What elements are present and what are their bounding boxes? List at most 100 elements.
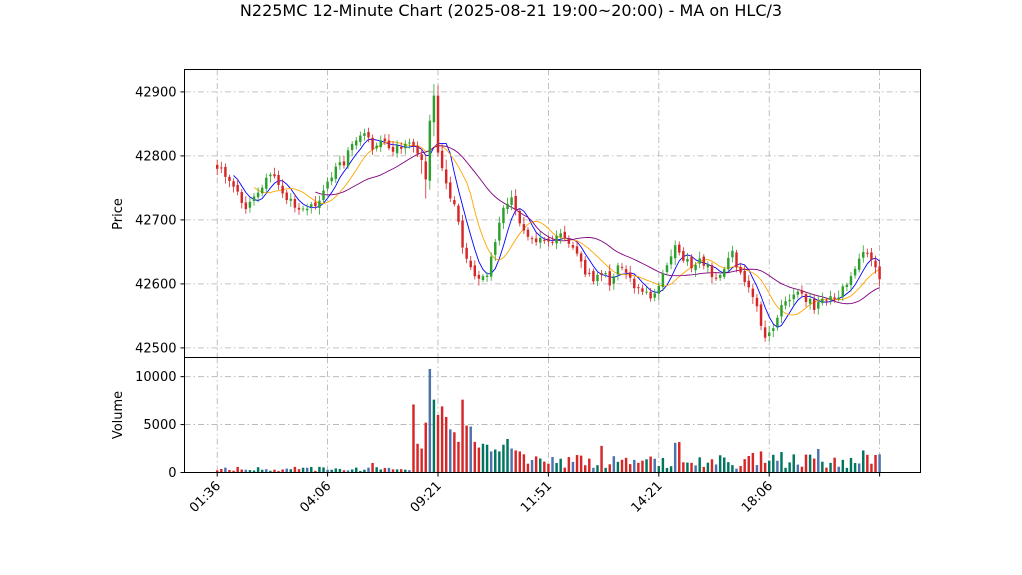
volume-bar [412, 404, 415, 473]
candle-body [575, 246, 579, 254]
volume-bar [686, 462, 689, 473]
volume-bar [305, 467, 309, 473]
volume-bar [522, 454, 526, 473]
volume-bar [751, 452, 755, 473]
candle-body [608, 271, 611, 286]
volume-bar [780, 452, 783, 473]
volume-bar [755, 465, 759, 473]
ma-mid-line [253, 141, 880, 316]
candle-body [428, 120, 432, 181]
candle-body [334, 166, 338, 179]
candle-body [465, 247, 468, 259]
volume-bar [408, 470, 411, 473]
candle-body [620, 266, 624, 268]
candle-body [379, 140, 382, 148]
volume-bar [297, 469, 301, 473]
volume-bar [608, 464, 611, 473]
candle-body [792, 294, 795, 300]
candle-body [657, 286, 661, 294]
candle-body [498, 222, 501, 241]
candle-body [821, 298, 824, 304]
candle-body [579, 253, 583, 262]
candle-body [494, 242, 497, 255]
volume-bar [260, 469, 264, 473]
candle-body [228, 176, 231, 181]
volume-bar [694, 465, 697, 473]
price-axis-label: Price [111, 198, 126, 230]
volume-bar [727, 462, 730, 473]
time-tick-label: 01:36 [187, 479, 224, 516]
volume-bar [359, 470, 362, 473]
volume-bar [612, 456, 616, 473]
volume-bar [404, 469, 407, 473]
volume-bar [600, 445, 603, 473]
volume-bar [285, 468, 288, 473]
candle-body [346, 150, 350, 167]
candle-body [318, 200, 321, 208]
candle-body [395, 145, 399, 154]
candle-body [817, 301, 820, 309]
volume-bar [596, 465, 599, 473]
candle-body [539, 237, 542, 243]
volume-bar [661, 457, 665, 473]
candle-body [260, 187, 264, 194]
volume-bar [747, 456, 750, 473]
candle-body [829, 296, 832, 301]
candle-body [739, 266, 742, 273]
candle-body [772, 328, 775, 331]
candle-body [408, 142, 411, 144]
candle-body [338, 162, 342, 166]
volume-bar [673, 442, 677, 473]
candle-body [751, 288, 755, 297]
volume-bar [518, 451, 522, 473]
price-tick-label: 42700 [135, 213, 176, 228]
candle-body [240, 192, 243, 203]
volume-bar [399, 469, 403, 473]
candle-body [547, 238, 550, 242]
volume-bar [457, 441, 460, 473]
volume-bar [723, 457, 726, 473]
volume-bar [252, 470, 256, 473]
volume-bar [383, 468, 387, 473]
candle-body [673, 245, 677, 259]
candle-body [588, 272, 591, 274]
volume-bar [739, 466, 742, 473]
candle-body [600, 273, 603, 275]
candle-body [747, 280, 750, 288]
volume-bar [870, 463, 873, 473]
price-tick-label: 42800 [135, 149, 176, 164]
volume-bar [293, 466, 297, 473]
volume-bar [583, 465, 587, 473]
candle-body [281, 185, 284, 194]
volume-bar [371, 462, 374, 473]
candle-body [322, 190, 325, 200]
volume-bar [510, 448, 513, 473]
volume-bar [588, 458, 591, 473]
candle-body [391, 146, 395, 152]
volume-tick-label: 0 [168, 466, 176, 481]
volume-bar [862, 450, 865, 473]
candle-body [812, 299, 816, 310]
candle-body [690, 257, 693, 269]
volume-bar [489, 451, 493, 473]
volume-bar [350, 469, 354, 473]
volume-bar [706, 462, 710, 473]
candle-body [277, 175, 280, 185]
volume-plot-frame [184, 357, 921, 473]
candle-body [837, 297, 840, 300]
candle-body [596, 274, 599, 282]
volume-bar [874, 454, 877, 473]
candle-body [232, 181, 235, 187]
candle-body [616, 265, 620, 275]
volume-bar [428, 369, 432, 473]
volume-bar [387, 467, 391, 473]
time-tick-label: 14:21 [629, 479, 666, 516]
candle-body [265, 177, 268, 189]
candle-body [759, 304, 763, 326]
volume-bar [690, 462, 693, 473]
volume-bar [220, 469, 223, 473]
volume-bar [530, 459, 534, 473]
candle-body [252, 196, 256, 202]
volume-bar [772, 454, 775, 473]
